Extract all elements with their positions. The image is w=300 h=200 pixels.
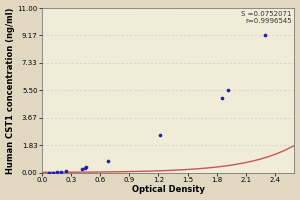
Point [59,170,64,173]
Point [263,34,268,37]
Point [64,169,68,173]
Point [105,160,110,163]
Point [46,171,51,174]
Point [219,96,224,99]
Point [84,165,89,168]
Text: S =0.0752071
r=0.9996545: S =0.0752071 r=0.9996545 [241,11,292,24]
Point [55,170,60,174]
Point [79,167,84,170]
Point [82,166,87,169]
Point [158,134,163,137]
Point [51,171,56,174]
X-axis label: Optical Density: Optical Density [132,185,205,194]
Y-axis label: Human CST1 concentration (ng/ml): Human CST1 concentration (ng/ml) [6,7,15,174]
Point [226,89,231,92]
